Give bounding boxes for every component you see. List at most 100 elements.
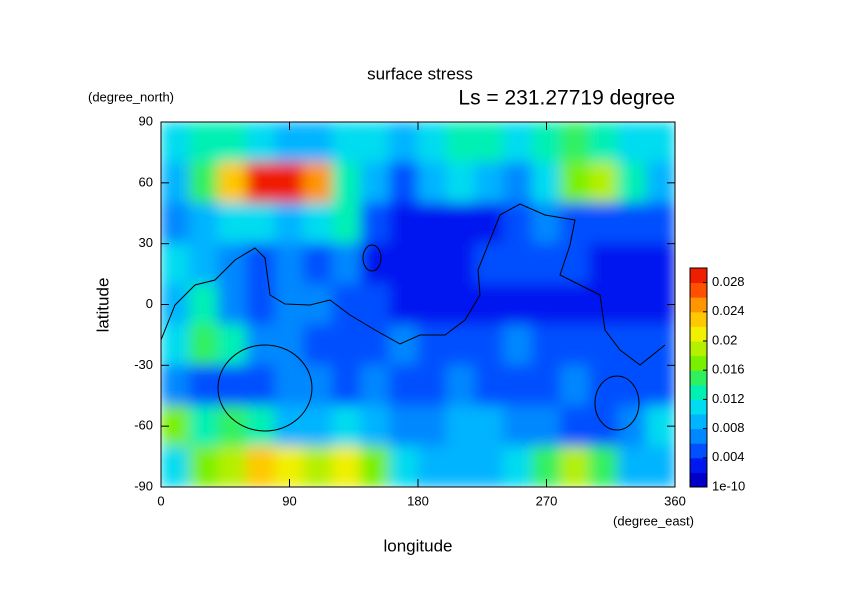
cell [474,202,505,245]
x-tick-label: 270 [536,493,558,508]
y-unit: (degree_north) [88,89,174,104]
cell [588,122,619,164]
cell [331,445,362,487]
cell [417,405,448,447]
colorbar-swatch [690,326,707,342]
colorbar-tick-label: 0.004 [712,449,745,464]
cell [331,122,362,164]
cell [246,122,276,164]
colorbar-swatch [690,311,707,327]
cell [303,202,333,245]
cell [560,324,590,366]
cell [274,202,305,245]
cell [503,202,533,245]
cell [531,162,562,204]
cell [446,162,476,204]
colorbar-tick-label: 1e-10 [712,478,745,493]
cell [189,243,219,285]
colorbar-swatch [690,341,707,357]
cell [417,283,448,326]
cell [303,364,333,407]
x-axis-label: longitude [383,536,452,555]
cell [417,122,448,164]
cell [303,324,333,366]
cell [189,162,219,204]
cell [360,324,390,366]
cell [645,243,675,285]
cell [189,202,219,245]
cell [274,405,305,447]
cell [246,364,276,407]
colorbar-frame [689,267,708,488]
chart-subtitle: Ls = 231.27719 degree [458,87,675,110]
cell [503,162,533,204]
cell [274,162,305,204]
cell [274,364,305,407]
cell [446,202,476,245]
x-tick-label: 90 [282,493,296,508]
cell [360,283,390,326]
cell [588,445,619,487]
cell [474,243,505,285]
cell [503,364,533,407]
cell [303,243,333,285]
cell [617,364,647,407]
cell [360,445,390,487]
cell [246,202,276,245]
cell [531,405,562,447]
colorbar-swatch [690,370,707,386]
cell [531,283,562,326]
cell [446,243,476,285]
cell [161,445,191,487]
cell [474,364,505,407]
colorbar-swatch [690,428,707,444]
colorbar-swatch [690,384,707,400]
cell [161,364,191,407]
cell [617,122,647,164]
cell [303,405,333,447]
cell [531,202,562,245]
cell [388,243,419,285]
contour-line [594,375,640,431]
cell [588,364,619,407]
cell [446,283,476,326]
cell [217,364,248,407]
y-tick-label: 30 [139,235,153,250]
cell [417,162,448,204]
cell [645,364,675,407]
cell [217,324,248,366]
colorbar-tick-label: 0.016 [712,362,745,377]
cell [503,243,533,285]
cell [189,283,219,326]
cell [503,445,533,487]
cell [417,202,448,245]
x-tick-label: 360 [664,493,686,508]
cell [645,324,675,366]
chart-title: surface stress [367,64,473,83]
colorbar-tick-label: 0.012 [712,391,745,406]
cell [217,162,248,204]
cell [161,243,191,285]
cell [617,243,647,285]
cell [360,162,390,204]
cell [446,405,476,447]
colorbar-swatch [690,268,707,284]
cell [446,364,476,407]
cell [246,243,276,285]
cell [217,283,248,326]
cell [588,202,619,245]
cell [531,364,562,407]
cell [617,405,647,447]
cell [531,243,562,285]
colorbar-swatch [690,355,707,371]
cell [560,243,590,285]
cell [560,405,590,447]
cell [503,405,533,447]
cell [161,122,191,164]
cell [588,324,619,366]
cell [560,445,590,487]
colorbar-swatch [690,282,707,298]
cell [617,162,647,204]
cell [446,122,476,164]
